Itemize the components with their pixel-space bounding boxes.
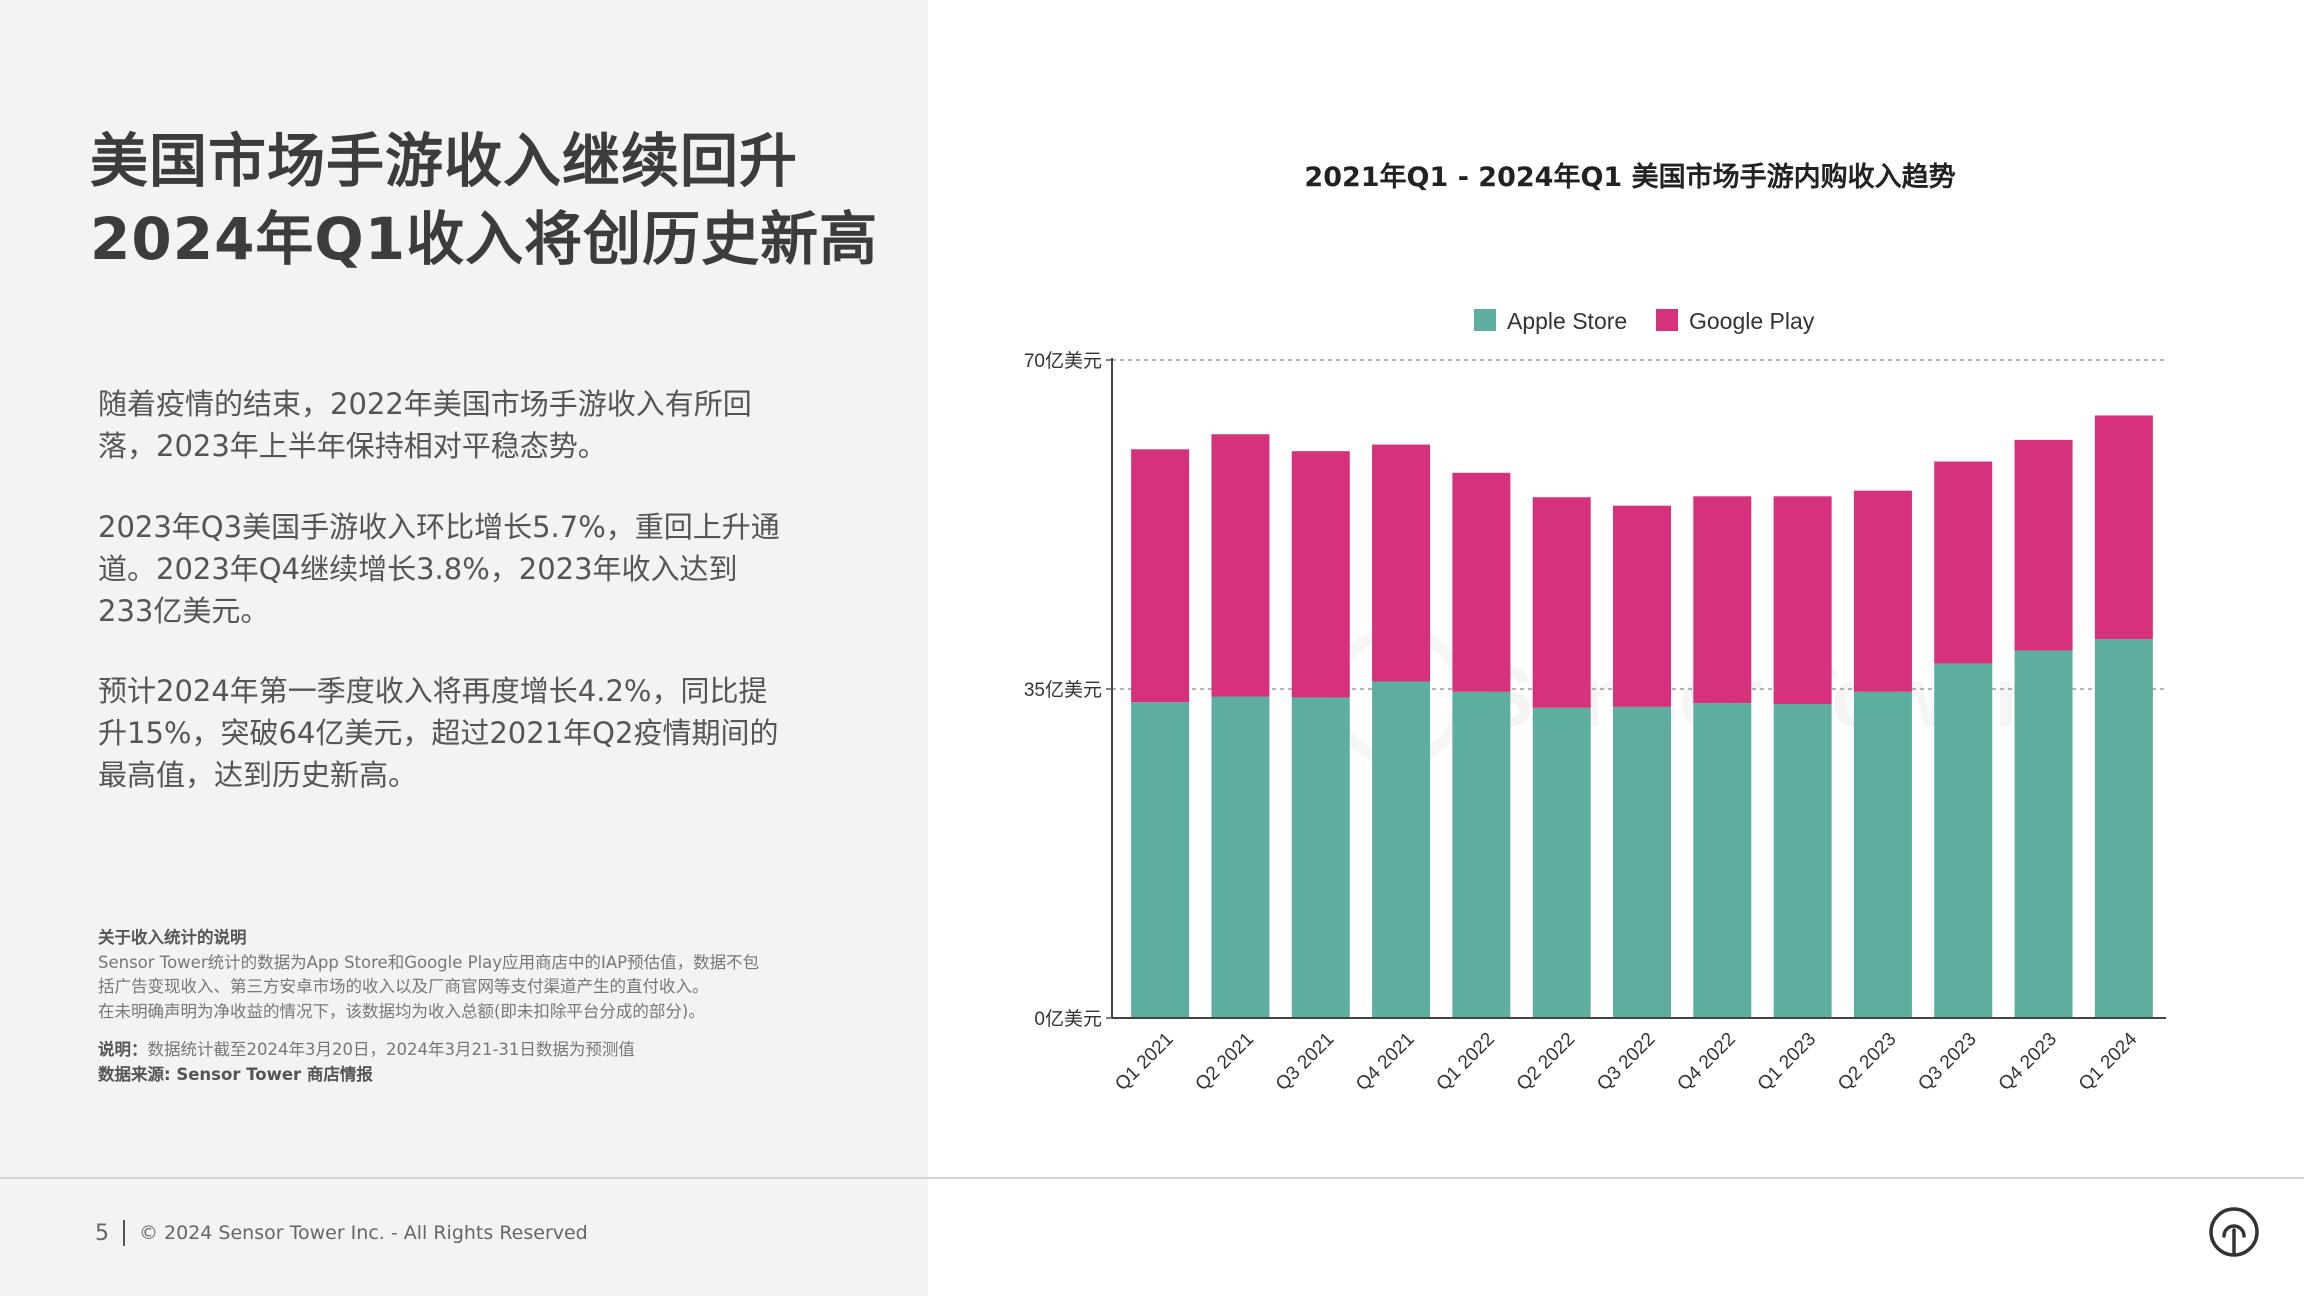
x-tick-label-9: Q2 2023 <box>1834 1029 1900 1095</box>
notes-explain: 说明：数据统计截至2024年3月20日，2024年3月21-31日数据为预测值 <box>98 1038 778 1063</box>
bar-google-1 <box>1211 434 1270 697</box>
footer-divider <box>0 1177 2304 1179</box>
y-tick-label-0: 0亿美元 <box>1034 1008 1102 1030</box>
bar-google-6 <box>1613 505 1671 707</box>
notes-line-1: Sensor Tower统计的数据为App Store和Google Play应… <box>98 952 760 972</box>
headline-line-2: 2024年Q1收入将创历史新高 <box>90 205 879 273</box>
revenue-chart: Sensor Tower 2021年Q1 - 2024年Q1 美国市场手游内购收… <box>930 0 2304 1170</box>
bar-google-11 <box>2014 439 2073 651</box>
bar-google-7 <box>1693 496 1752 704</box>
x-tick-label-8: Q1 2023 <box>1754 1029 1820 1095</box>
bar-apple-12 <box>2094 639 2153 1018</box>
chart-bars <box>1131 415 2153 1018</box>
revenue-notes: 关于收入统计的说明 Sensor Tower统计的数据为App Store和Go… <box>98 926 778 1087</box>
notes-line-3: 在未明确声明为净收益的情况下，该数据均为收入总额(即未扣除平台分成的部分)。 <box>98 1001 705 1021</box>
page-number: 5 <box>95 1220 109 1246</box>
x-tick-label-2: Q3 2021 <box>1272 1029 1338 1095</box>
bar-google-9 <box>1853 490 1912 692</box>
sensor-tower-logo-icon <box>2209 1207 2259 1257</box>
bar-google-3 <box>1372 444 1431 682</box>
x-tick-label-4: Q1 2022 <box>1433 1029 1499 1095</box>
notes-line-2: 括广告变现收入、第三方安卓市场的收入以及厂商官网等支付渠道产生的直付收入。 <box>98 977 709 996</box>
x-tick-label-7: Q4 2022 <box>1673 1029 1739 1095</box>
y-tick-label-2: 70亿美元 <box>1024 350 1102 372</box>
chart-title: 2021年Q1 - 2024年Q1 美国市场手游内购收入趋势 <box>1304 161 1955 193</box>
bar-apple-1 <box>1211 696 1270 1018</box>
x-tick-label-1: Q2 2021 <box>1192 1029 1258 1095</box>
paragraph-1: 随着疫情的结束，2022年美国市场手游收入有所回落，2023年上半年保持相对平稳… <box>98 387 752 463</box>
bar-apple-2 <box>1291 697 1350 1018</box>
bar-google-0 <box>1131 449 1190 703</box>
x-tick-label-3: Q4 2021 <box>1352 1029 1418 1095</box>
x-tick-label-0: Q1 2021 <box>1111 1029 1177 1095</box>
x-tick-label-10: Q3 2023 <box>1914 1029 1980 1095</box>
headline-line-1: 美国市场手游收入继续回升 <box>90 127 799 195</box>
x-tick-label-6: Q3 2022 <box>1593 1029 1659 1095</box>
y-axis-ticks: 0亿美元 35亿美元 70亿美元 <box>1024 350 1112 1030</box>
chart-axes <box>1111 358 2166 1019</box>
bar-google-5 <box>1532 497 1591 708</box>
data-source: 数据来源: Sensor Tower 商店情报 <box>98 1064 373 1084</box>
footer-separator <box>123 1220 125 1246</box>
bar-google-2 <box>1291 451 1350 698</box>
bar-apple-7 <box>1693 703 1752 1018</box>
bar-apple-9 <box>1853 691 1912 1018</box>
explain-text: 数据统计截至2024年3月20日，2024年3月21-31日数据为预测值 <box>147 1040 635 1059</box>
paragraph-3: 预计2024年第一季度收入将再度增长4.2%，同比提升15%，突破64亿美元，超… <box>98 674 779 792</box>
copyright: © 2024 Sensor Tower Inc. - All Rights Re… <box>139 1222 588 1244</box>
footer: 5 © 2024 Sensor Tower Inc. - All Rights … <box>95 1218 588 1248</box>
bar-apple-6 <box>1613 706 1671 1018</box>
bar-apple-3 <box>1372 681 1431 1018</box>
bar-google-12 <box>2094 415 2153 640</box>
legend-label-0: Apple Store <box>1507 308 1627 334</box>
x-tick-label-5: Q2 2022 <box>1513 1029 1579 1095</box>
watermark: Sensor Tower <box>1334 632 2027 760</box>
legend-swatch-0 <box>1474 309 1496 331</box>
bar-apple-0 <box>1131 702 1190 1018</box>
chart-legend: Apple Store Google Play <box>1474 308 1815 334</box>
left-panel: 美国市场手游收入继续回升 2024年Q1收入将创历史新高 随着疫情的结束，202… <box>0 0 928 1296</box>
notes-title: 关于收入统计的说明 <box>98 928 247 947</box>
bar-google-4 <box>1452 472 1511 692</box>
bar-apple-4 <box>1452 691 1511 1018</box>
bar-google-8 <box>1773 496 1832 705</box>
bar-apple-8 <box>1773 704 1832 1018</box>
chart-canvas: Sensor Tower 2021年Q1 - 2024年Q1 美国市场手游内购收… <box>1024 161 2166 1095</box>
legend-swatch-1 <box>1656 309 1678 331</box>
x-tick-label-11: Q4 2023 <box>1995 1029 2061 1095</box>
paragraph-2: 2023年Q3美国手游收入环比增长5.7%，重回上升通道。2023年Q4继续增长… <box>98 510 780 628</box>
legend-label-1: Google Play <box>1689 308 1815 334</box>
y-tick-label-1: 35亿美元 <box>1024 679 1102 701</box>
bar-apple-5 <box>1532 707 1591 1018</box>
x-axis-ticks: Q1 2021 Q2 2021 Q3 2021 Q4 2021 Q1 2022 Q2 20… <box>1111 1028 2141 1095</box>
bar-apple-10 <box>1934 663 1993 1018</box>
bar-google-10 <box>1934 461 1993 664</box>
explain-label: 说明： <box>98 1040 148 1059</box>
page-headline: 美国市场手游收入继续回升 2024年Q1收入将创历史新高 <box>90 122 890 278</box>
bar-apple-11 <box>2014 650 2073 1018</box>
x-tick-label-12: Q1 2024 <box>2075 1028 2142 1095</box>
